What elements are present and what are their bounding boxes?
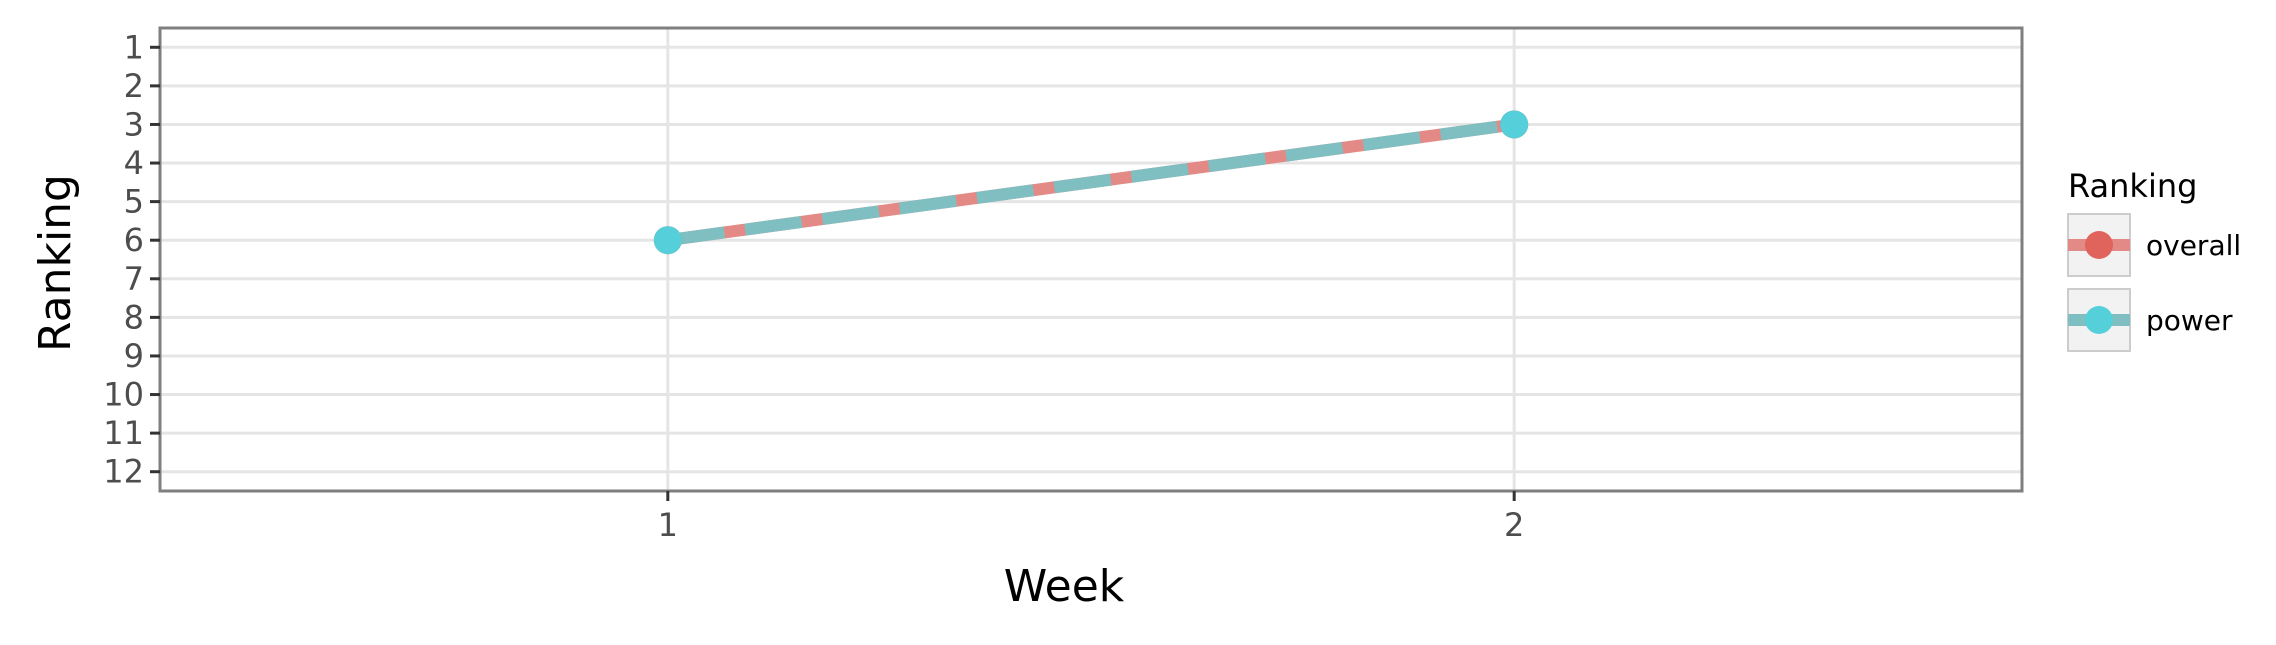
y-tick-label: 9 bbox=[124, 337, 144, 375]
data-point-power bbox=[653, 226, 682, 255]
y-tick-label: 5 bbox=[124, 183, 144, 221]
grid-lines bbox=[160, 28, 2022, 491]
legend: Ranking overall power bbox=[2067, 167, 2241, 352]
y-tick-label: 3 bbox=[124, 105, 144, 143]
y-tick-label: 6 bbox=[124, 221, 144, 259]
legend-key-marker bbox=[2085, 306, 2113, 334]
legend-label: overall bbox=[2146, 229, 2241, 262]
y-tick-label: 4 bbox=[124, 144, 144, 182]
y-tick-label: 2 bbox=[124, 67, 144, 105]
y-tick-label: 10 bbox=[103, 376, 144, 414]
y-tick-label: 12 bbox=[103, 453, 144, 491]
legend-item-power: power bbox=[2067, 288, 2233, 352]
plot-frame bbox=[158, 26, 2024, 493]
data-point-power bbox=[1500, 110, 1529, 139]
y-tick-label: 11 bbox=[103, 414, 144, 452]
legend-key-marker bbox=[2085, 231, 2113, 259]
y-tick-label: 1 bbox=[124, 28, 144, 66]
series-line-power bbox=[667, 118, 1515, 247]
series-layer bbox=[653, 110, 1529, 255]
x-tick-label: 2 bbox=[1504, 506, 1524, 544]
legend-title: Ranking bbox=[2068, 167, 2197, 205]
x-tick-label: 1 bbox=[658, 506, 678, 544]
x-axis-label: Week bbox=[1004, 561, 1125, 612]
y-axis-label: Ranking bbox=[30, 174, 81, 352]
y-tick-label: 8 bbox=[124, 298, 144, 336]
y-tick-label: 7 bbox=[124, 260, 144, 298]
legend-item-overall: overall bbox=[2067, 213, 2241, 277]
legend-label: power bbox=[2146, 304, 2233, 337]
